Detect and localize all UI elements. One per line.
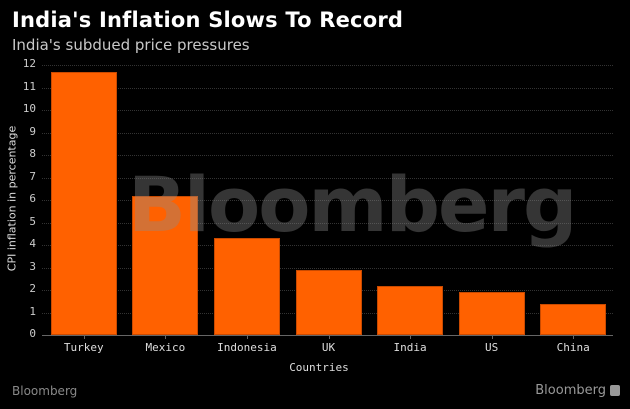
gridline (42, 245, 613, 246)
x-tick-mark (328, 336, 330, 339)
x-tick-label: Mexico (145, 341, 186, 354)
y-tick-label: 0 (29, 327, 36, 340)
x-tick-label: India (393, 341, 427, 354)
x-axis-title: Countries (289, 361, 349, 374)
x-tick-mark (83, 336, 85, 339)
gridline (42, 200, 613, 201)
x-tick-mark (573, 336, 575, 339)
gridline (42, 267, 613, 269)
bloomberg-terminal-icon (610, 385, 620, 396)
brand-text: Bloomberg (535, 383, 606, 398)
y-tick-label: 10 (22, 102, 36, 115)
gridline (42, 155, 613, 156)
y-tick-label: 3 (29, 259, 36, 273)
y-tick-label: 9 (29, 124, 36, 138)
source-label: Bloomberg (12, 384, 78, 398)
x-tick-mark (491, 336, 493, 339)
gridline (42, 132, 613, 134)
brand-logo: Bloomberg (535, 383, 620, 398)
bar-mexico (132, 195, 199, 335)
x-tick-label: China (556, 341, 590, 354)
y-tick-label: 12 (22, 57, 36, 70)
chart-title: India's Inflation Slows To Record (12, 8, 404, 32)
bar-us (458, 292, 525, 335)
plot-area (42, 65, 613, 339)
x-tick-label: Indonesia (217, 341, 277, 354)
x-tick-mark (410, 336, 412, 339)
gridline (42, 222, 613, 224)
x-tick-mark (165, 336, 167, 339)
gridline (42, 87, 613, 89)
gridline (42, 110, 613, 111)
y-tick-label: 7 (29, 169, 36, 183)
y-tick-label: 2 (29, 282, 36, 295)
bar-uk (295, 269, 362, 335)
bar-india (377, 285, 444, 335)
x-tick-mark (246, 336, 248, 339)
gridline (42, 65, 613, 66)
bar-turkey (50, 71, 117, 335)
x-tick-label: Turkey (63, 341, 104, 354)
x-tick-label: UK (321, 341, 336, 354)
x-axis-line (42, 335, 613, 336)
y-tick-label: 1 (29, 304, 36, 318)
bar-indonesia (213, 238, 280, 335)
gridline (42, 177, 613, 179)
y-tick-label: 11 (22, 79, 36, 93)
y-tick-label: 8 (29, 147, 36, 160)
x-tick-label: US (485, 341, 499, 354)
y-tick-label: 4 (29, 237, 36, 250)
y-tick-label: 5 (29, 214, 36, 228)
y-tick-label: 6 (29, 192, 36, 205)
bar-china (540, 303, 607, 335)
chart-subtitle: India's subdued price pressures (12, 36, 250, 54)
